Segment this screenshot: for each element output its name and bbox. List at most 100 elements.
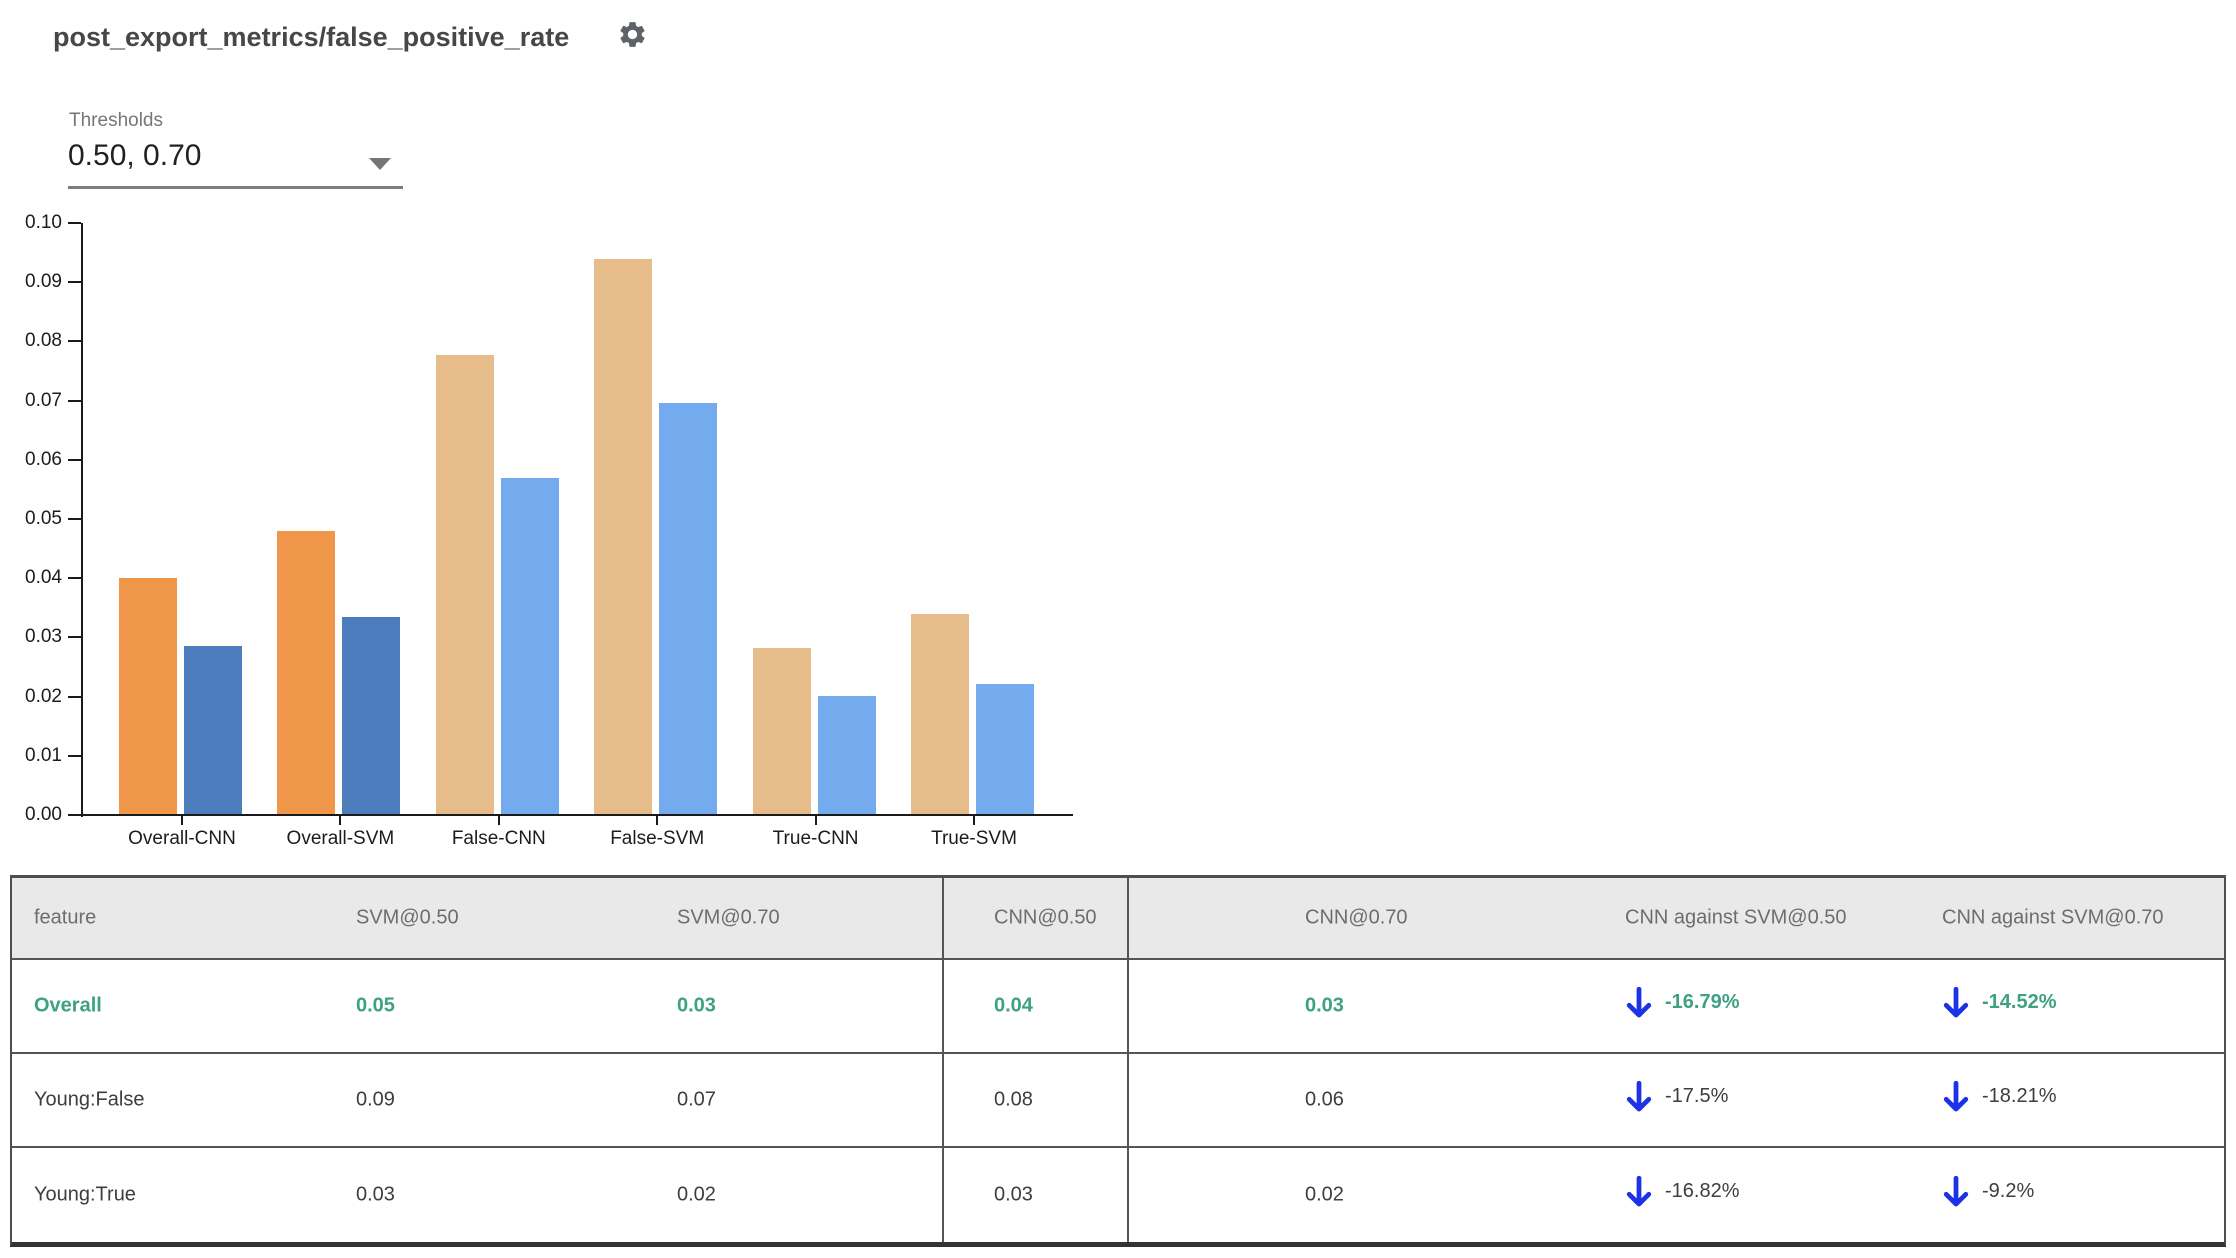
y-axis-tick bbox=[68, 399, 81, 402]
feature-cell: Young:False bbox=[34, 1088, 145, 1111]
y-tick-label: 0.04 bbox=[25, 567, 62, 589]
metric-cell: 0.05 bbox=[356, 994, 395, 1017]
x-axis-tick bbox=[339, 816, 342, 825]
table-row-young-false: Young:False 0.09 0.07 0.08 0.06 -17.5% -… bbox=[12, 1054, 2224, 1148]
category-label: Overall-CNN bbox=[128, 828, 236, 849]
y-tick-label: 0.06 bbox=[25, 448, 62, 470]
y-tick-label: 0.09 bbox=[25, 271, 62, 293]
metrics-table: feature SVM@0.50 SVM@0.70 CNN@0.50 CNN@0… bbox=[10, 875, 2226, 1247]
comparison-cell: -18.21% bbox=[1942, 1080, 2057, 1120]
percent-value: -16.79% bbox=[1665, 991, 1740, 1013]
header-cell-cnn-050: CNN@0.50 bbox=[994, 906, 1097, 929]
bar-False-CNN-s1[interactable] bbox=[500, 477, 559, 814]
down-arrow-icon bbox=[1626, 1175, 1652, 1207]
header-cell-svm-050: SVM@0.50 bbox=[356, 906, 459, 929]
metric-cell: 0.03 bbox=[677, 994, 716, 1017]
chevron-down-icon[interactable] bbox=[369, 158, 391, 170]
metric-cell: 0.07 bbox=[677, 1088, 716, 1111]
metric-cell: 0.02 bbox=[677, 1183, 716, 1206]
percent-value: -16.82% bbox=[1665, 1180, 1740, 1202]
header-cell-cnn-070: CNN@0.70 bbox=[1305, 906, 1408, 929]
y-axis-tick bbox=[68, 636, 81, 639]
comparison-cell: -17.5% bbox=[1625, 1080, 1728, 1120]
down-arrow-icon bbox=[1626, 986, 1652, 1018]
x-axis-tick bbox=[656, 816, 659, 825]
y-axis-tick bbox=[68, 340, 81, 343]
metric-cell: 0.08 bbox=[994, 1088, 1033, 1111]
x-axis bbox=[81, 814, 1073, 816]
category-label: True-SVM bbox=[931, 828, 1017, 849]
metric-cell: 0.03 bbox=[1305, 994, 1344, 1017]
y-tick-label: 0.05 bbox=[25, 508, 62, 529]
metric-cell: 0.06 bbox=[1305, 1088, 1344, 1111]
y-tick-label: 0.01 bbox=[25, 744, 62, 766]
header-cell-svm-070: SVM@0.70 bbox=[677, 906, 780, 929]
bar-chart: 0.00 0.01 0.02 0.03 0.04 0.05 0.06 0.07 0.08 0.09… bbox=[25, 212, 1073, 849]
header-cell-feature: feature bbox=[34, 906, 97, 929]
y-axis-tick bbox=[68, 814, 81, 816]
y-tick-label: 0.03 bbox=[25, 626, 62, 648]
category-label: False-SVM bbox=[610, 828, 705, 849]
comparison-cell: -16.82% bbox=[1625, 1175, 1740, 1215]
y-axis-tick bbox=[68, 577, 81, 580]
percent-value: -18.21% bbox=[1982, 1085, 2057, 1107]
y-tick-label: 0.10 bbox=[25, 212, 62, 233]
table-row-young-true: Young:True 0.03 0.02 0.03 0.02 -16.82% -… bbox=[12, 1148, 2224, 1242]
header-cell-cnn-vs-svm-070: CNN against SVM@0.70 bbox=[1942, 906, 2164, 929]
y-axis-tick bbox=[68, 518, 81, 520]
x-axis-tick bbox=[181, 816, 183, 825]
feature-cell: Young:True bbox=[34, 1183, 136, 1206]
down-arrow-icon bbox=[1943, 986, 1969, 1018]
down-arrow-icon bbox=[1943, 1080, 1969, 1112]
gear-icon[interactable] bbox=[617, 19, 648, 50]
category-label: Overall-SVM bbox=[286, 828, 395, 849]
bar-True-CNN-s0[interactable] bbox=[752, 648, 811, 814]
bar-Overall-SVM-s1[interactable] bbox=[342, 617, 401, 814]
column-divider bbox=[1127, 878, 1129, 1242]
y-tick-label: 0.07 bbox=[25, 389, 62, 411]
percent-value: -17.5% bbox=[1665, 1085, 1729, 1107]
comparison-cell: -9.2% bbox=[1942, 1175, 2034, 1215]
x-axis-tick bbox=[973, 816, 975, 825]
comparison-cell: -16.79% bbox=[1625, 986, 1740, 1026]
comparison-cell: -14.52% bbox=[1942, 986, 2057, 1026]
y-tick-label: 0.02 bbox=[25, 685, 62, 707]
page-title: post_export_metrics/false_positive_rate bbox=[53, 22, 570, 52]
thresholds-underline bbox=[68, 186, 403, 189]
feature-cell: Overall bbox=[34, 994, 102, 1017]
percent-value: -14.52% bbox=[1982, 991, 2057, 1013]
category-label: True-CNN bbox=[772, 828, 859, 849]
table-header-row: feature SVM@0.50 SVM@0.70 CNN@0.50 CNN@0… bbox=[12, 878, 2224, 960]
x-axis-tick bbox=[497, 816, 500, 825]
bar-Overall-CNN-s0[interactable] bbox=[119, 577, 177, 814]
bar-True-CNN-s1[interactable] bbox=[817, 695, 876, 814]
bar-False-SVM-s0[interactable] bbox=[594, 258, 653, 814]
y-axis-tick bbox=[68, 754, 81, 757]
column-divider bbox=[942, 878, 944, 1242]
metric-cell: 0.09 bbox=[356, 1088, 395, 1111]
bar-False-SVM-s1[interactable] bbox=[659, 402, 718, 814]
thresholds-label: Thresholds bbox=[69, 110, 163, 131]
metric-cell: 0.03 bbox=[994, 1183, 1033, 1206]
percent-value: -9.2% bbox=[1982, 1180, 2035, 1202]
bar-True-SVM-s0[interactable] bbox=[911, 614, 969, 814]
bar-False-CNN-s0[interactable] bbox=[435, 355, 494, 814]
y-axis-tick bbox=[68, 281, 81, 284]
x-axis-tick bbox=[814, 816, 817, 825]
bar-True-SVM-s1[interactable] bbox=[976, 683, 1034, 814]
metric-cell: 0.03 bbox=[356, 1183, 395, 1206]
down-arrow-icon bbox=[1943, 1175, 1969, 1207]
y-axis-tick bbox=[68, 695, 81, 698]
y-tick-label: 0.00 bbox=[25, 804, 62, 825]
metric-cell: 0.04 bbox=[994, 994, 1033, 1017]
header-cell-cnn-vs-svm-050: CNN against SVM@0.50 bbox=[1625, 906, 1847, 929]
thresholds-value[interactable]: 0.50, 0.70 bbox=[68, 139, 202, 172]
y-axis-tick bbox=[68, 222, 81, 224]
y-axis bbox=[81, 223, 83, 817]
metric-cell: 0.02 bbox=[1305, 1183, 1344, 1206]
bar-Overall-SVM-s0[interactable] bbox=[277, 531, 336, 814]
bar-Overall-CNN-s1[interactable] bbox=[184, 646, 242, 814]
category-label: False-CNN bbox=[451, 828, 546, 849]
y-tick-label: 0.08 bbox=[25, 330, 62, 352]
